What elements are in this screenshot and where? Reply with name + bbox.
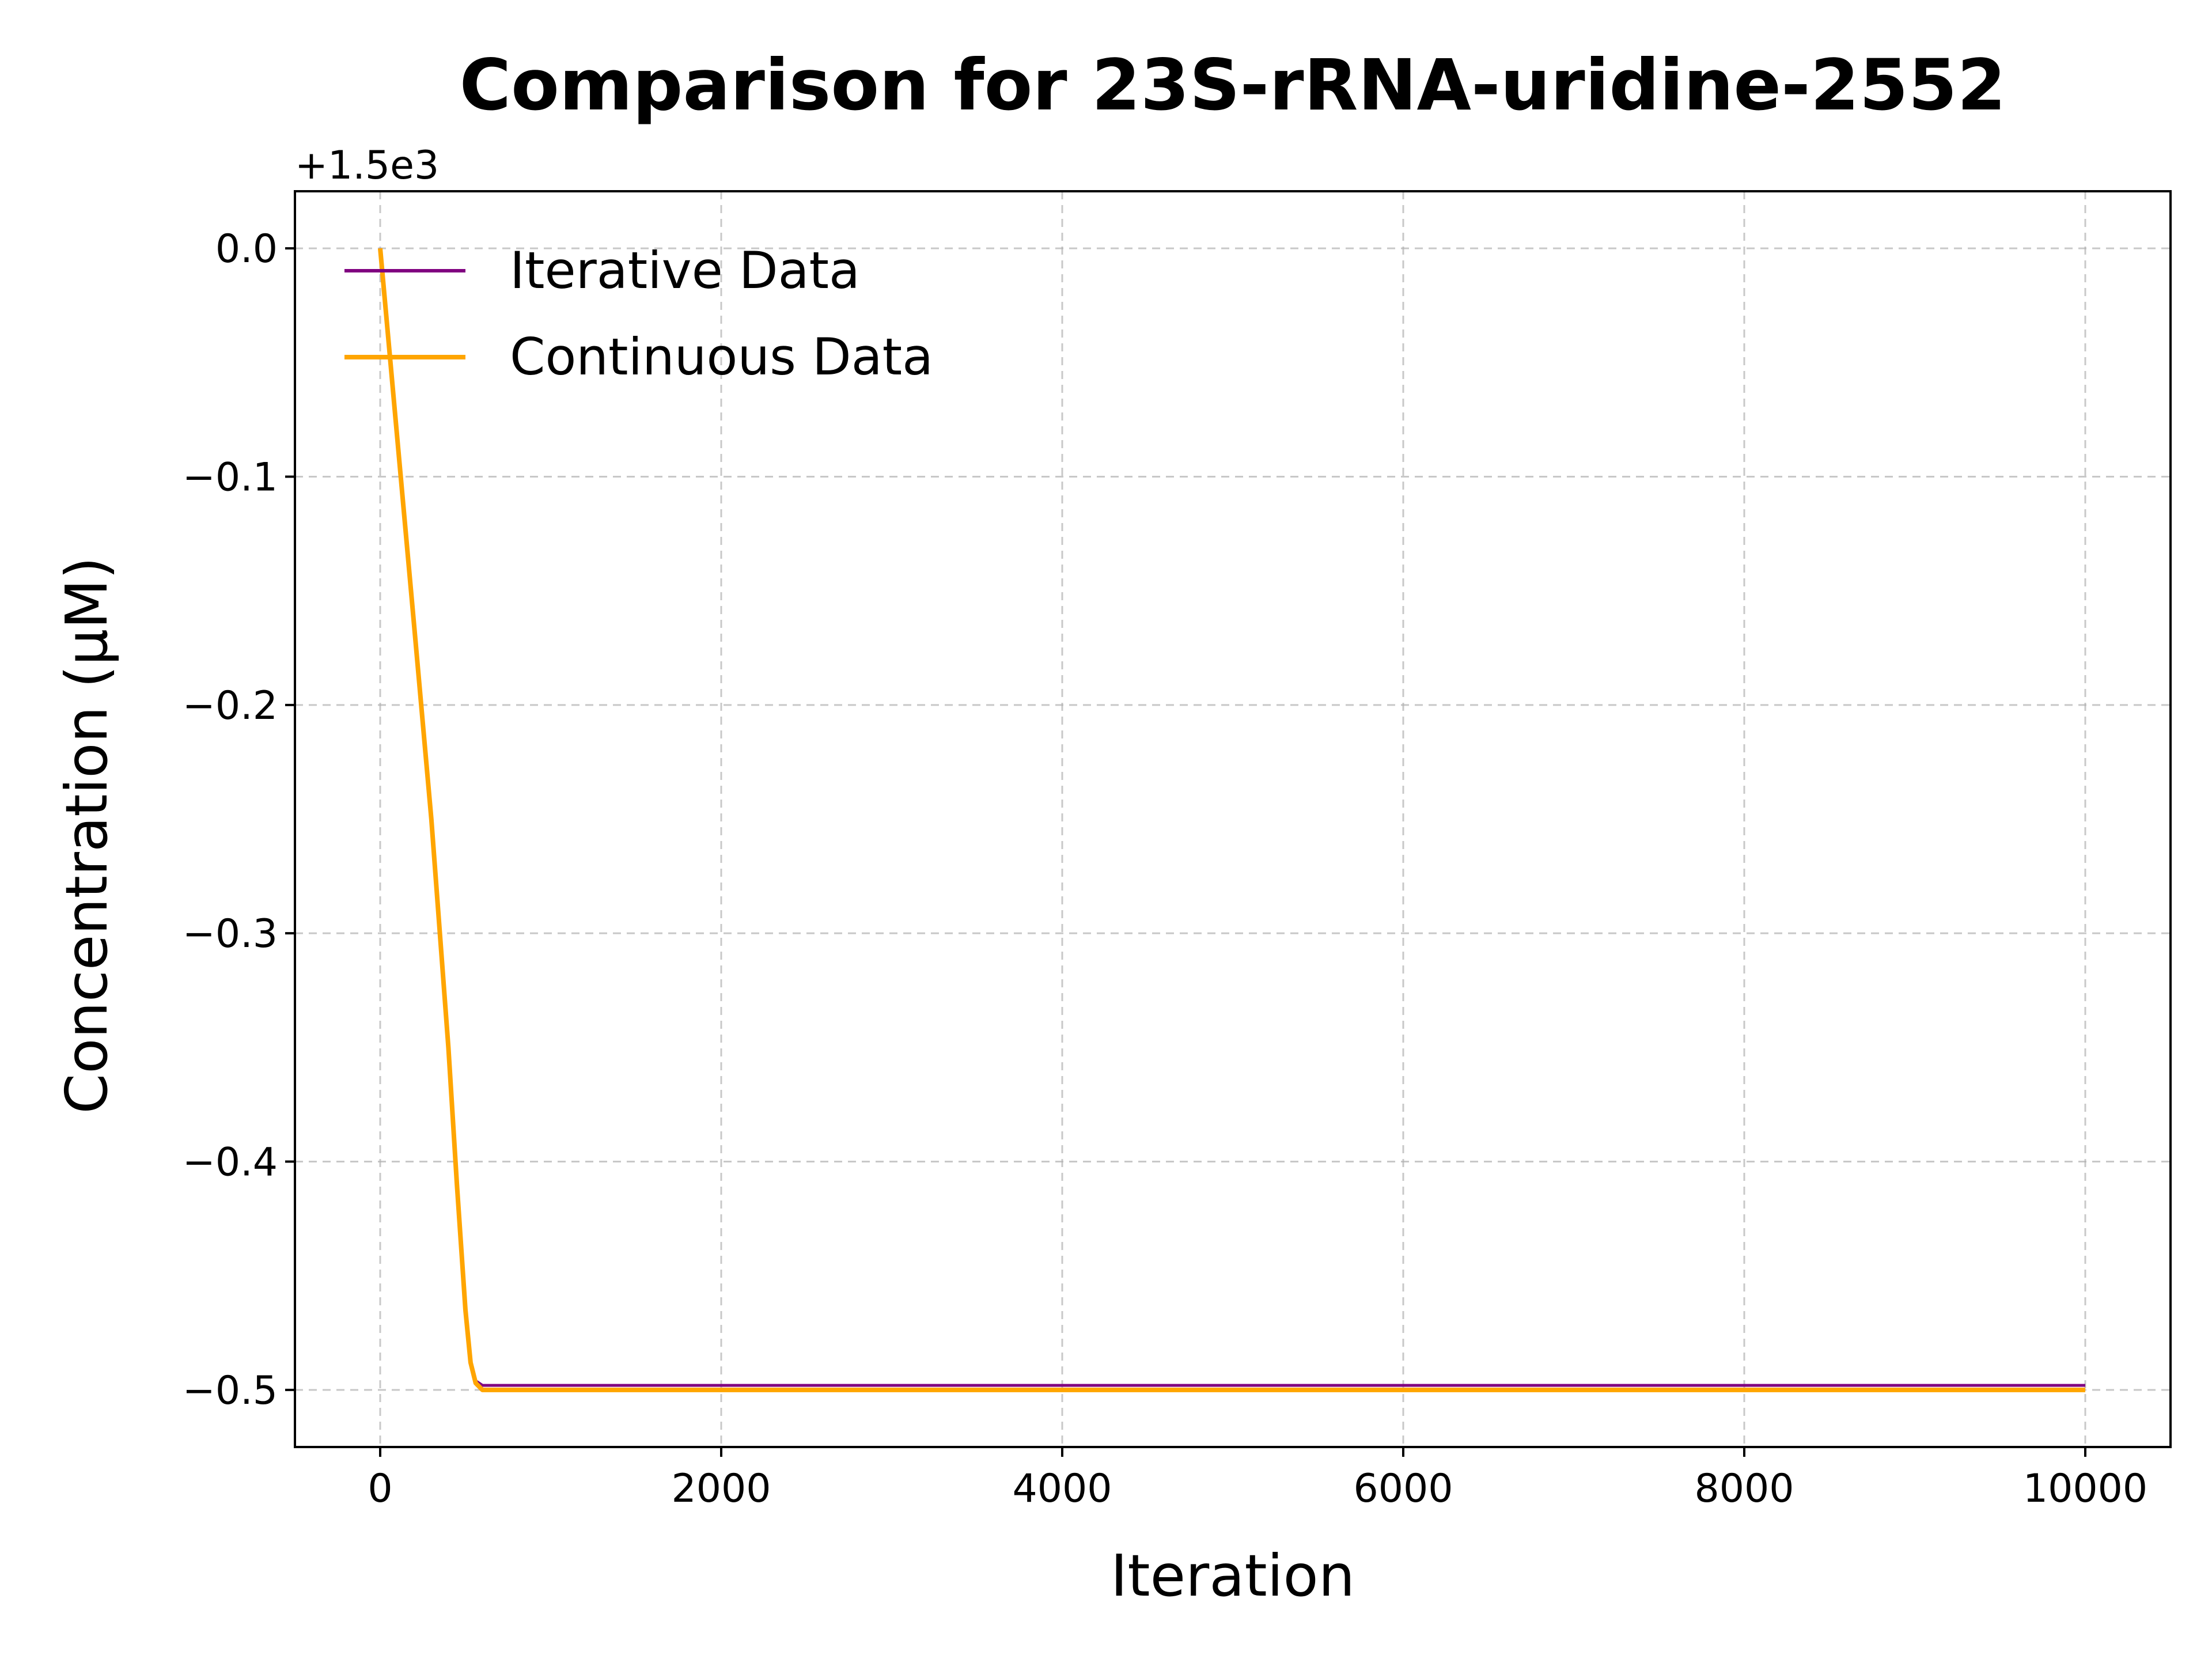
x-tick-label: 8000 [1694,1466,1794,1512]
y-tick-label: 0.0 [215,226,278,272]
legend: Iterative Data Continuous Data [344,241,933,387]
axis-ticks: 0 2000 4000 6000 8000 10000 0.0 −0.1 −0.2 −0.3 −0.… [183,226,2147,1512]
series-lines [378,248,2085,1392]
x-tick-label: 6000 [1353,1466,1453,1512]
y-tick-label: −0.2 [183,683,278,729]
x-tick-label: 2000 [671,1466,771,1512]
plot-frame [294,190,2172,1448]
legend-label: Iterative Data [510,241,860,300]
legend-label: Continuous Data [510,327,933,387]
series-line-continuous [378,248,2085,1392]
y-tick-label: −0.5 [183,1368,278,1414]
x-tick-label: 0 [368,1466,392,1512]
x-axis-label: Iteration [1111,1542,1355,1609]
y-offset-text: +1.5e3 [295,143,439,188]
y-axis-label: Concentration (μM) [53,556,120,1113]
x-tick-label: 10000 [2023,1466,2147,1512]
y-tick-label: −0.3 [183,911,278,957]
y-tick-label: −0.1 [183,454,278,500]
y-tick-label: −0.4 [183,1140,278,1185]
chart-title: Comparison for 23S-rRNA-uridine-2552 [460,44,2006,126]
x-tick-label: 4000 [1012,1466,1112,1512]
